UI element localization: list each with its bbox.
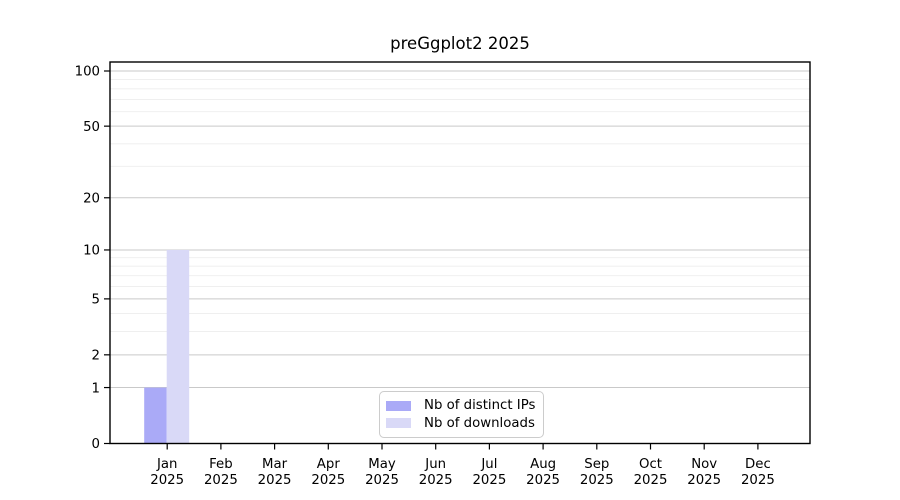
x-tick-label-month: May: [368, 457, 396, 472]
y-tick-label: 2: [92, 349, 100, 364]
x-tick-label-month: Sep: [584, 457, 609, 472]
x-tick-label-year: 2025: [150, 473, 184, 488]
axis-frame: [109, 61, 811, 445]
x-tick-label-month: Aug: [530, 457, 556, 472]
x-tick-label-month: Jul: [480, 457, 497, 472]
x-tick-label-month: Jan: [156, 457, 178, 472]
x-tick-label-month: Mar: [262, 457, 288, 472]
legend-item: Nb of downloads: [386, 415, 535, 431]
x-tick-label-year: 2025: [634, 473, 668, 488]
x-tick-label-month: Dec: [745, 457, 771, 472]
x-tick-label-year: 2025: [687, 473, 721, 488]
y-tick-label: 100: [75, 65, 100, 80]
y-tick-label: 10: [83, 244, 100, 259]
x-tick-label-month: Jun: [424, 457, 446, 472]
y-tick-label: 20: [83, 191, 100, 206]
x-tick-label-year: 2025: [204, 473, 238, 488]
x-tick-label-year: 2025: [526, 473, 560, 488]
legend-swatch: [386, 400, 411, 411]
x-tick-label-year: 2025: [419, 473, 453, 488]
y-tick-label: 1: [92, 381, 100, 396]
legend-label: Nb of distinct IPs: [424, 398, 536, 414]
x-tick-label-month: Apr: [317, 457, 341, 472]
x-tick-label-year: 2025: [580, 473, 614, 488]
bar: [144, 387, 167, 444]
x-tick-label-year: 2025: [365, 473, 399, 488]
x-tick-label-year: 2025: [258, 473, 292, 488]
bar: [166, 249, 190, 444]
x-tick-label-year: 2025: [472, 473, 506, 488]
x-tick-label-year: 2025: [741, 473, 775, 488]
x-tick-label-month: Nov: [691, 457, 717, 472]
chart-title: preGgplot2 2025: [390, 34, 530, 53]
legend: Nb of distinct IPs Nb of downloads: [379, 391, 544, 438]
y-tick-label: 5: [92, 293, 100, 308]
legend-label: Nb of downloads: [424, 415, 535, 431]
x-tick-label-month: Oct: [639, 457, 662, 472]
legend-swatch: [386, 418, 411, 429]
y-tick-label: 50: [83, 120, 100, 135]
legend-item: Nb of distinct IPs: [386, 398, 536, 414]
x-tick-label-month: Feb: [209, 457, 233, 472]
x-tick-label-year: 2025: [311, 473, 345, 488]
y-tick-label: 0: [92, 437, 100, 452]
